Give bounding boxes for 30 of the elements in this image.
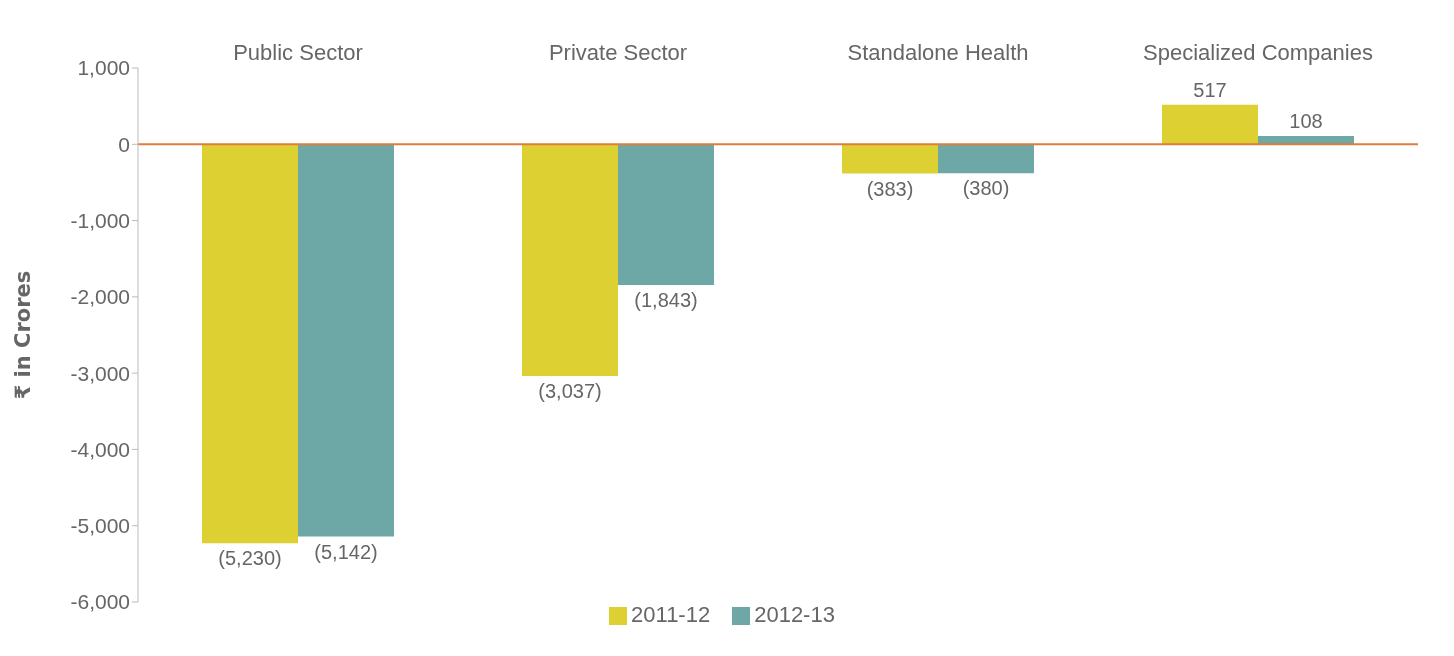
data-label: (1,843) <box>634 288 698 311</box>
y-tick-label: -2,000 <box>70 285 130 309</box>
y-tick-label: 1,000 <box>77 56 130 80</box>
legend-label: 2011-12 <box>631 602 711 627</box>
bar <box>522 144 618 376</box>
y-tick-label: 0 <box>118 132 130 156</box>
y-tick-label: -4,000 <box>70 437 130 461</box>
y-tick-label: -1,000 <box>70 209 130 233</box>
bar <box>298 144 394 537</box>
bar <box>202 144 298 544</box>
bar <box>1162 104 1258 145</box>
bar <box>618 144 714 285</box>
y-tick-label: -6,000 <box>70 590 130 614</box>
data-label: 517 <box>1193 78 1227 101</box>
bar <box>842 144 938 174</box>
data-label: (380) <box>962 177 1010 200</box>
y-tick-label: -3,000 <box>70 361 130 385</box>
data-label: (5,230) <box>218 547 282 570</box>
legend-label: 2012-13 <box>754 602 835 627</box>
x-tick-label: Private Sector <box>548 40 688 65</box>
bar <box>938 144 1034 174</box>
data-label: (3,037) <box>538 379 602 402</box>
x-tick-label: Standalone Health <box>847 40 1029 65</box>
x-tick-label: Specialized Companies <box>1143 40 1373 65</box>
data-label: (5,142) <box>314 540 378 563</box>
data-label: (383) <box>866 177 914 200</box>
y-tick-label: -5,000 <box>70 514 130 538</box>
data-label: 108 <box>1289 110 1323 133</box>
y-axis-title: ₹ in Crores <box>11 270 36 400</box>
x-tick-label: Public Sector <box>233 40 363 65</box>
